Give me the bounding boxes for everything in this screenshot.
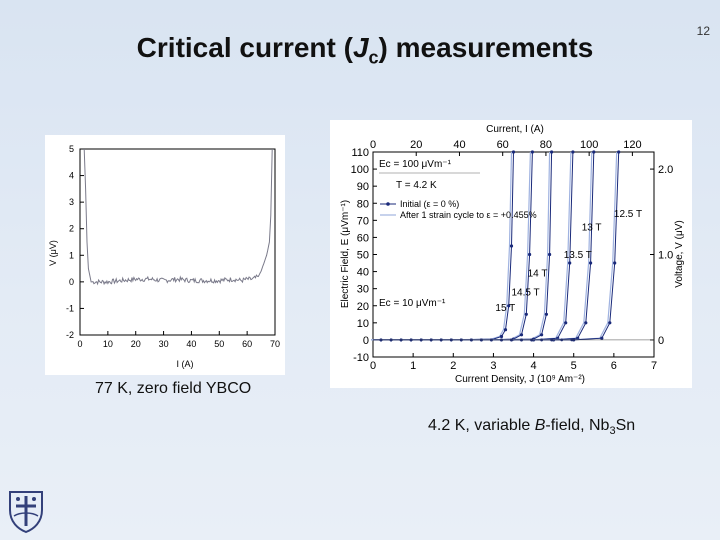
data-point: [509, 244, 514, 248]
data-point: [571, 150, 575, 154]
right-tick-label: 2.0: [658, 164, 673, 176]
y-tick-label: 0: [363, 335, 369, 347]
y-tick-label: 70: [357, 215, 369, 227]
series-label: 14 T: [528, 269, 548, 280]
y-tick-label: 60: [357, 232, 369, 244]
y-tick-label: 4: [69, 171, 74, 181]
legend: Initial (ε = 0 %) After 1 strain cycle t…: [380, 199, 537, 220]
legend-strain-cycle: After 1 strain cycle to ε = +0.455%: [400, 210, 537, 220]
data-point: [550, 150, 554, 154]
data-point: [511, 150, 516, 154]
y-tick-label: -2: [66, 330, 74, 340]
x-tick-label: 70: [270, 339, 280, 349]
ybco-iv-chart: 0 10 20 30 40 50 60 70 -2 -1 0 1 2 3 4 5 I (A) V (μV): [45, 135, 285, 375]
top-tick-label: 0: [370, 139, 376, 151]
x-tick-label: 60: [242, 339, 252, 349]
data-point: [519, 333, 524, 337]
right-axis-label: Voltage, V (μV): [674, 220, 685, 287]
series-label: 13.5 T: [564, 250, 592, 261]
caption-ybco: 77 K, zero field YBCO: [95, 380, 252, 397]
y-tick-label: 3: [69, 197, 74, 207]
x-tick-label: 3: [490, 360, 496, 372]
x-tick-label: 5: [571, 360, 577, 372]
y-tick-label: 30: [357, 284, 369, 296]
series-label: 13 T: [582, 223, 602, 234]
y-tick-label: 20: [357, 301, 369, 313]
y-axis-label: V (μV): [48, 240, 58, 266]
x-tick-label: 50: [214, 339, 224, 349]
top-axis-label: Current, I (A): [486, 124, 544, 135]
legend-initial: Initial (ε = 0 %): [400, 199, 459, 209]
data-point: [544, 312, 548, 316]
top-tick-label: 60: [497, 139, 509, 151]
ec10-annotation: Ec = 10 μVm⁻¹: [379, 298, 446, 309]
data-point: [507, 304, 511, 308]
right-tick-label: 0: [658, 335, 664, 347]
series-label: 14.5 T: [512, 288, 540, 299]
y-tick-label: 0: [69, 277, 74, 287]
x-tick-label: 4: [531, 360, 537, 372]
x-tick-label: 2: [450, 360, 456, 372]
y-tick-label: -1: [66, 303, 74, 313]
y-tick-label: 40: [357, 267, 369, 279]
data-point: [600, 336, 604, 340]
x-tick-label: 0: [370, 360, 376, 372]
x-tick-label: 30: [159, 339, 169, 349]
top-tick-label: 120: [623, 139, 641, 151]
y-tick-label: 100: [351, 164, 369, 176]
data-point: [568, 261, 572, 265]
x-tick-label: 0: [77, 339, 82, 349]
top-tick-label: 100: [580, 139, 598, 151]
y-tick-label: 1: [69, 250, 74, 260]
data-point: [564, 321, 568, 325]
x-tick-label: 7: [651, 360, 657, 372]
data-point: [613, 261, 617, 265]
page-title: Critical current (Jc) measurements: [136, 32, 594, 68]
y-tick-label: 50: [357, 250, 369, 262]
data-point: [503, 328, 508, 332]
data-point: [548, 252, 552, 257]
y-tick-label: 90: [357, 181, 369, 193]
university-crest-icon: [9, 491, 43, 534]
data-point: [540, 333, 544, 337]
right-tick-label: 1.0: [658, 250, 673, 262]
caption-nb3sn: 4.2 K, variable B-field, Nb3Sn: [428, 417, 636, 438]
data-point: [589, 261, 593, 265]
x-axis-label: Current Density, J (10⁹ Am⁻²): [455, 374, 585, 385]
x-tick-label: 40: [186, 339, 196, 349]
series-label: 12.5 T: [614, 209, 642, 220]
data-point: [499, 334, 504, 339]
y-tick-label: 110: [351, 147, 369, 159]
top-tick-label: 20: [410, 139, 422, 151]
x-tick-label: 10: [103, 339, 113, 349]
series-label: 15 T: [495, 303, 515, 314]
x-tick-label: 20: [131, 339, 141, 349]
y-tick-label: 5: [69, 144, 74, 154]
ybco-iv-curve: [83, 148, 273, 286]
slide-number: 12: [696, 24, 710, 38]
y-tick-label: 10: [357, 318, 369, 330]
data-point: [617, 150, 621, 154]
top-tick-label: 80: [540, 139, 552, 151]
y-axis-label: Electric Field, E (μVm⁻¹): [340, 200, 351, 308]
title-subscript: c: [368, 47, 379, 68]
data-point: [524, 312, 528, 316]
data-point: [608, 321, 612, 325]
x-tick-label: 6: [611, 360, 617, 372]
data-point: [530, 150, 534, 154]
x-tick-label: 1: [410, 360, 416, 372]
data-point: [592, 150, 596, 154]
top-tick-label: 40: [453, 139, 465, 151]
plot-frame: [79, 148, 276, 336]
title-variable: J: [352, 32, 369, 63]
ec100-annotation: Ec = 100 μVm⁻¹: [379, 159, 452, 170]
y-tick-label: -10: [353, 352, 369, 364]
data-point: [584, 321, 588, 325]
y-tick-label: 2: [69, 224, 74, 234]
y-tick-label: 80: [357, 198, 369, 210]
data-point: [528, 252, 532, 257]
temperature-annotation: T = 4.2 K: [396, 180, 437, 191]
x-axis-label: I (A): [177, 359, 194, 369]
